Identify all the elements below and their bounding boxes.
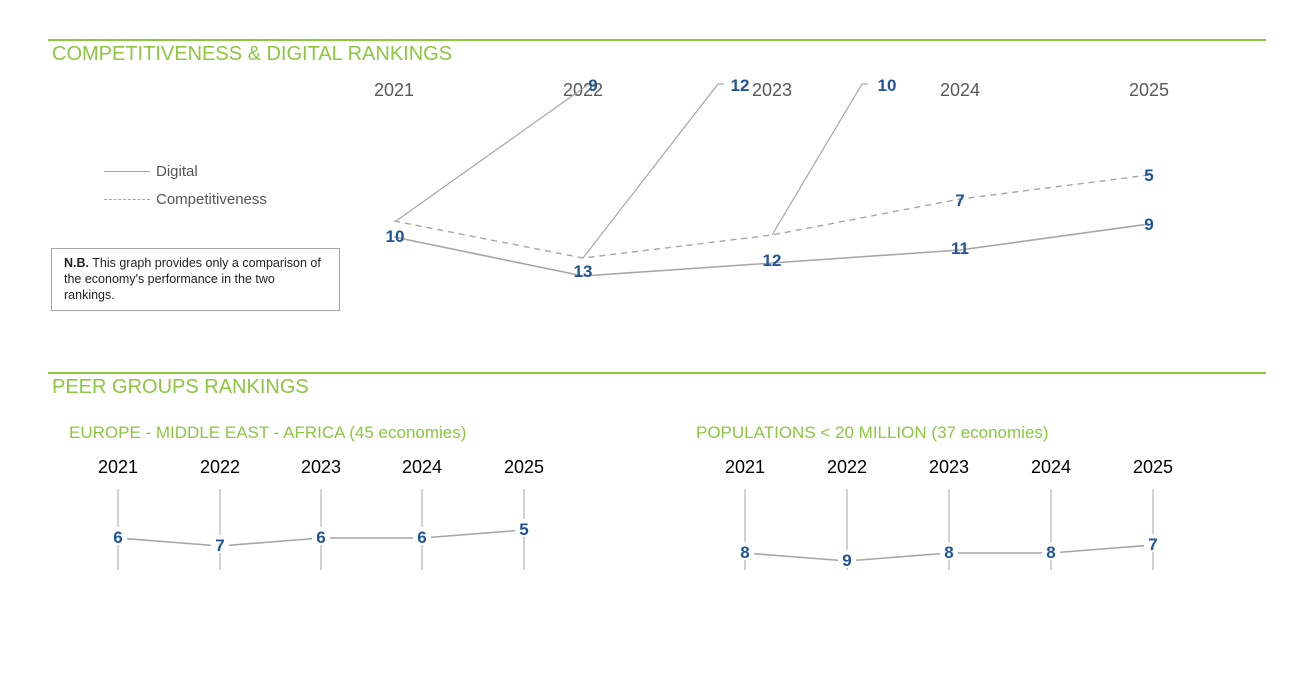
population-year-label: 2024 [1031,457,1071,477]
digital-rank-label: 13 [574,262,593,281]
digital-rank-label: 12 [763,251,782,270]
emea-year-label: 2022 [200,457,240,477]
digital-rank-label: 10 [386,227,405,246]
legend-competitiveness-label: Competitiveness [156,190,267,208]
emea-label-backdrop [413,527,431,545]
population-subtitle: POPULATIONS < 20 MILLION (37 economies) [696,423,1049,442]
population-label-backdrop [1042,542,1060,560]
emea-rank-label: 6 [316,528,325,547]
peer-groups-section-title: PEER GROUPS RANKINGS [52,376,309,398]
legend-solid-line [104,170,150,172]
emea-year-label: 2023 [301,457,341,477]
digital-rank-label: 11 [951,239,969,258]
population-rank-label: 7 [1148,535,1157,554]
legend-digital-label: Digital [156,162,198,180]
competitiveness-rank-label: 12 [731,76,750,95]
legend-dashed-line [104,198,150,200]
emea-label-backdrop [515,519,533,537]
emea-subtitle: EUROPE - MIDDLE EAST - AFRICA (45 econom… [69,423,467,442]
digital-rank-label: 9 [1144,215,1153,234]
competitiveness-section-title: COMPETITIVENESS & DIGITAL RANKINGS [52,43,453,65]
annotation-leader-line [771,83,868,236]
competitiveness-rank-label: 9 [588,76,597,95]
emea-rank-label: 6 [113,528,122,547]
emea-label-backdrop [211,535,229,553]
population-year-label: 2025 [1133,457,1173,477]
population-label-backdrop [1144,534,1162,552]
population-rank-label: 8 [1046,543,1055,562]
population-year-label: 2022 [827,457,867,477]
year-label: 2023 [752,80,792,100]
competitiveness-series-line [393,174,1150,259]
emea-rank-label: 6 [417,528,426,547]
population-rank-label: 9 [842,551,851,570]
population-rank-label: 8 [944,543,953,562]
note-bold: N.B. [64,256,89,270]
emea-year-label: 2024 [402,457,442,477]
top-divider [48,39,1266,41]
emea-label-backdrop [312,527,330,545]
population-label-backdrop [940,542,958,560]
population-label-backdrop [838,550,856,568]
emea-rank-label: 7 [215,536,224,555]
middle-divider [48,372,1266,374]
population-rank-label: 8 [740,543,749,562]
population-label-backdrop [736,542,754,560]
note-box: N.B. This graph provides only a comparis… [51,248,340,311]
legend-item-digital: Digital [104,157,267,185]
chart-legend: Digital Competitiveness [104,157,267,213]
population-year-label: 2021 [725,457,765,477]
year-label: 2025 [1129,80,1169,100]
emea-label-backdrop [109,527,127,545]
population-year-label: 2023 [929,457,969,477]
emea-year-label: 2021 [98,457,138,477]
note-text: This graph provides only a comparison of… [64,256,321,302]
year-label: 2024 [940,80,980,100]
emea-rank-label: 5 [519,520,528,539]
year-label: 2021 [374,80,414,100]
competitiveness-rank-label: 10 [878,76,897,95]
annotation-leader-line [395,83,595,222]
annotation-leader-line [582,83,724,259]
emea-year-label: 2025 [504,457,544,477]
competitiveness-rank-label: 7 [955,191,964,210]
competitiveness-rank-label: 5 [1144,166,1153,185]
digital-series-line [393,223,1150,277]
legend-item-competitiveness: Competitiveness [104,185,267,213]
